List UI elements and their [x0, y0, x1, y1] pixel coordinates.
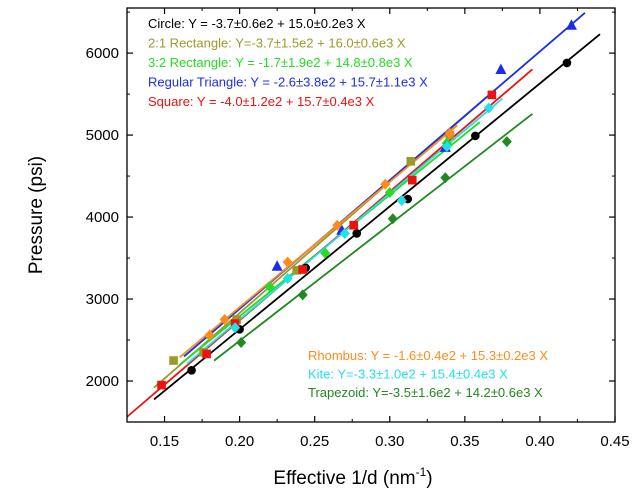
marker-square — [157, 380, 166, 390]
marker-circle — [471, 131, 480, 141]
marker-kite — [282, 273, 293, 285]
marker-rhombus — [380, 178, 391, 190]
marker-square — [349, 220, 359, 230]
marker-trapezoid — [501, 136, 512, 148]
x-tick-label: 0.15 — [150, 433, 179, 450]
legend-entry-rhombus: Rhombus: Y = -1.6±0.4e2 + 15.3±0.2e3 X — [308, 348, 548, 363]
marker-trapezoid — [440, 172, 451, 184]
marker-2-1-rectangle — [406, 157, 416, 166]
marker-2-1-rectangle — [169, 356, 178, 365]
axis-ticks: 0.15 0.20 0.25 0.30 0.35 0.40 0.45 2000 3000 4000… — [86, 8, 630, 450]
marker-kite — [396, 195, 407, 207]
fit-line-circle — [153, 33, 601, 401]
marker-rhombus — [204, 329, 215, 341]
x-tick-label: 0.35 — [450, 433, 479, 450]
legend-entry-trapezoid: Trapezoid: Y=-3.5±1.6e2 + 14.2±0.6e3 X — [308, 385, 543, 400]
legend-entry-3-2-rectangle: 3:2 Rectangle: Y = -1.7±1.9e2 + 14.8±0.8… — [148, 55, 413, 70]
marker-kite — [483, 102, 494, 114]
marker-regular-triangle — [271, 260, 283, 271]
x-axis-label-superscript: -1 — [416, 465, 427, 479]
marker-2-1-rectangle — [292, 266, 301, 275]
marker-square — [298, 265, 307, 274]
marker-trapezoid — [236, 336, 247, 348]
marker-kite — [339, 227, 350, 239]
y-tick-label: 6000 — [86, 45, 119, 62]
marker-rhombus — [282, 256, 293, 268]
marker-regular-triangle — [565, 19, 577, 30]
y-tick-label: 2000 — [86, 373, 119, 390]
x-tick-label: 0.45 — [600, 433, 629, 450]
y-tick-label: 4000 — [86, 209, 119, 226]
plot-frame — [126, 7, 616, 423]
marker-square — [407, 175, 417, 185]
legend-entry-2-1-rectangle: 2:1 Rectangle: Y=-3.7±1.5e2 + 16.0±0.6e3… — [148, 36, 406, 51]
x-tick-label: 0.20 — [225, 433, 254, 450]
x-tick-label: 0.30 — [375, 433, 404, 450]
fit-line-rhombus — [178, 124, 458, 359]
marker-square — [202, 349, 211, 359]
legend-top-left: Circle: Y = -3.7±0.6e2 + 15.0±0.2e3 X 2:1… — [148, 16, 428, 109]
marker-circle — [352, 229, 362, 238]
x-axis-label-main: Effective 1/d (nm — [273, 468, 415, 489]
y-axis-label: Pressure (psi) — [26, 156, 47, 274]
y-tick-label: 5000 — [86, 127, 119, 144]
marker-kite — [441, 141, 452, 153]
x-tick-label: 0.25 — [300, 433, 329, 450]
marker-kite — [230, 322, 241, 334]
marker-rhombus — [332, 219, 343, 231]
fit-line-trapezoid — [213, 113, 533, 362]
marker-rhombus — [444, 127, 455, 139]
marker-regular-triangle — [495, 63, 507, 74]
marker-circle — [187, 366, 196, 375]
marker-square — [487, 90, 497, 100]
marker-3-2-rectangle — [320, 247, 331, 259]
x-axis-label: Effective 1/d (nm-1) — [273, 465, 432, 489]
y-tick-label: 3000 — [86, 291, 119, 308]
legend-entry-kite: Kite: Y=-3.3±1.0e2 + 15.4±0.4e3 X — [308, 367, 508, 382]
x-tick-label: 0.40 — [525, 433, 554, 450]
marker-circle — [562, 58, 572, 68]
marker-rhombus — [219, 314, 230, 326]
marker-trapezoid — [297, 289, 308, 301]
x-axis-label-suffix: ) — [426, 468, 432, 489]
legend-entry-regular-triangle: Regular Triangle: Y = -2.6±3.8e2 + 15.7±… — [148, 75, 428, 90]
legend-entry-circle: Circle: Y = -3.7±0.6e2 + 15.0±0.2e3 X — [148, 16, 366, 31]
axes — [126, 7, 616, 423]
marker-trapezoid — [387, 213, 398, 225]
marker-3-2-rectangle — [264, 281, 275, 293]
legend-entry-square: Square: Y = -4.0±1.2e2 + 15.7±0.4e3 X — [148, 94, 375, 109]
data-markers — [157, 19, 577, 390]
legend-bottom-right: Rhombus: Y = -1.6±0.4e2 + 15.3±0.2e3 X Ki… — [308, 348, 548, 400]
marker-3-2-rectangle — [384, 186, 395, 198]
